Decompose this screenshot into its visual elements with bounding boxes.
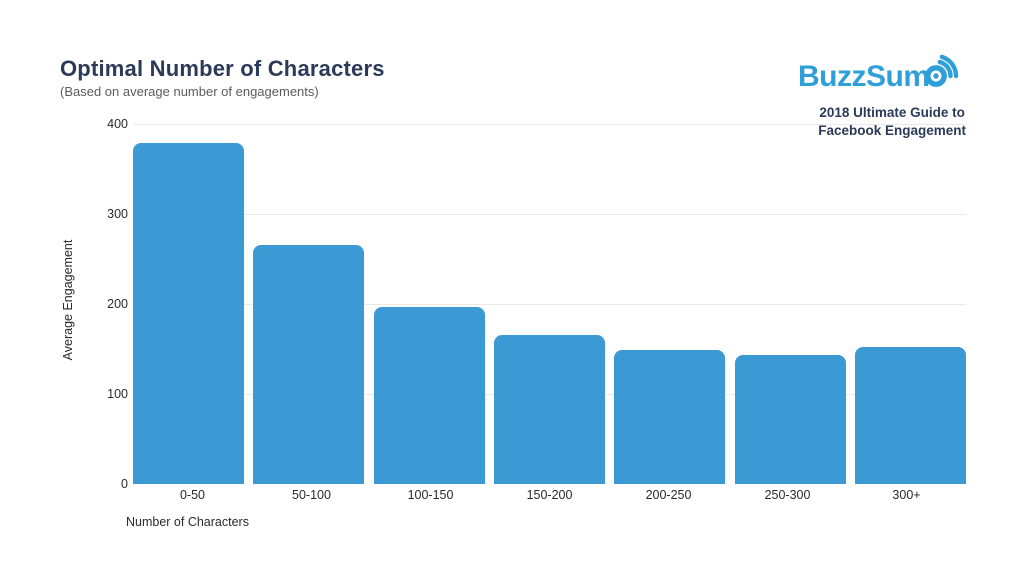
plot-area bbox=[133, 124, 966, 484]
tagline-line-2: Facebook Engagement bbox=[818, 123, 966, 138]
x-tick-label: 50-100 bbox=[292, 488, 331, 502]
chart-title: Optimal Number of Characters bbox=[60, 56, 385, 81]
signal-o-icon bbox=[925, 54, 959, 87]
tagline-line-1: 2018 Ultimate Guide to bbox=[819, 105, 965, 120]
gridline bbox=[133, 124, 966, 125]
bar-0-50 bbox=[133, 142, 244, 484]
bar-300+ bbox=[854, 347, 966, 484]
bar-series bbox=[133, 124, 966, 484]
brand-block: BuzzSum 2018 Ultimate Guide to Facebook … bbox=[766, 50, 966, 140]
x-tick-label: 100-150 bbox=[407, 488, 454, 502]
buzzsumo-logo: BuzzSum bbox=[798, 54, 959, 93]
x-tick-label: 150-200 bbox=[526, 488, 573, 502]
gridline bbox=[133, 214, 966, 215]
y-tick-label: 200 bbox=[107, 297, 128, 311]
bar-200-250 bbox=[614, 349, 726, 484]
x-axis-ticks: 0-50 50-100 100-150 150-200 200-250 250-300 30… bbox=[133, 488, 966, 502]
y-tick-label: 100 bbox=[107, 387, 128, 401]
bar-150-200 bbox=[493, 334, 605, 484]
y-tick-label: 400 bbox=[107, 117, 128, 131]
x-axis-title: Number of Characters bbox=[126, 515, 249, 529]
bar-50-100 bbox=[253, 244, 365, 484]
y-tick-label: 300 bbox=[107, 207, 128, 221]
buzzsumo-logo-text: BuzzSum bbox=[798, 60, 930, 93]
x-tick-label: 300+ bbox=[892, 488, 921, 502]
chart-subtitle: (Based on average number of engagements) bbox=[60, 84, 319, 99]
y-tick-label: 0 bbox=[121, 477, 128, 491]
gridline bbox=[133, 304, 966, 305]
x-tick-label: 250-300 bbox=[764, 488, 811, 502]
x-tick-label: 0-50 bbox=[179, 488, 206, 502]
bar-100-150 bbox=[373, 306, 485, 484]
bar-250-300 bbox=[734, 355, 846, 484]
brand-tagline: 2018 Ultimate Guide to Facebook Engageme… bbox=[818, 104, 966, 140]
x-tick-label: 200-250 bbox=[645, 488, 692, 502]
